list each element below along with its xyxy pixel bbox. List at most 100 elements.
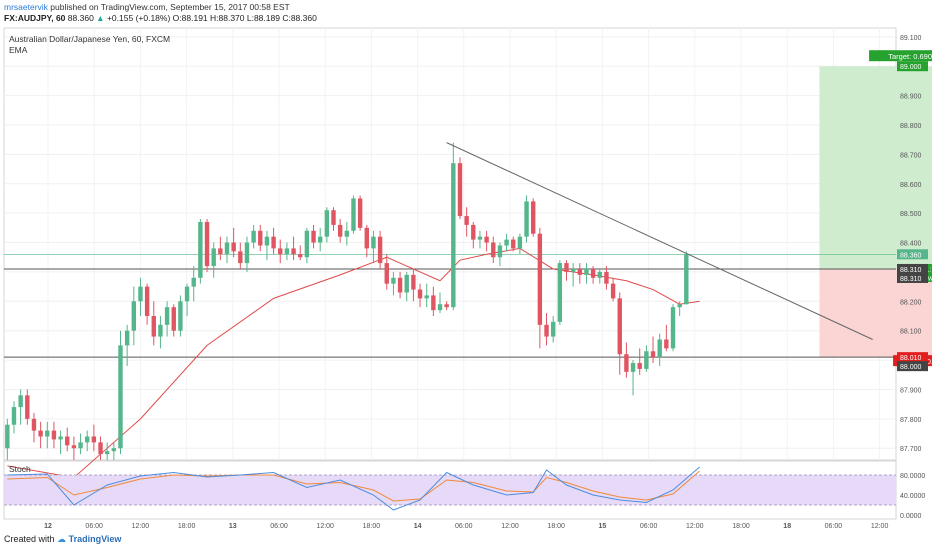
price-tick-label: 88.200 <box>900 299 922 306</box>
entry-price-badge: 88.310 <box>900 276 922 283</box>
candle-body <box>251 230 256 243</box>
stop-zone <box>819 268 932 358</box>
candle-body <box>284 248 290 255</box>
grid <box>4 28 896 460</box>
candle-body <box>577 268 583 275</box>
time-tick-label: 12:00 <box>686 523 704 530</box>
candle-body <box>198 221 203 278</box>
candle-body <box>224 242 230 255</box>
change-arrow-icon: ▲ <box>96 13 105 23</box>
candle-body <box>264 236 270 246</box>
candle-body <box>218 248 223 255</box>
candle-body <box>111 448 117 452</box>
candle-body <box>610 283 616 299</box>
price-tick-label: 88.800 <box>900 123 922 130</box>
candle-body <box>271 236 276 249</box>
stoch-tick-label: 40.0000 <box>900 493 925 500</box>
candle-body <box>98 442 103 455</box>
tradingview-brand[interactable]: TradingView <box>68 534 122 544</box>
candle-body <box>18 395 23 408</box>
time-tick-label: 06:00 <box>455 523 473 530</box>
resistance-price-badge-bg <box>897 263 928 274</box>
price-tick-label: 87.700 <box>900 446 922 453</box>
stoch-k-line <box>7 466 700 511</box>
candle-body <box>25 395 30 419</box>
author-link[interactable]: mrsaetervik <box>4 2 48 12</box>
candle-body <box>377 236 383 264</box>
time-tick-label: 12:00 <box>132 523 150 530</box>
candle-body <box>590 268 596 278</box>
candle-body <box>85 436 90 443</box>
target-price-badge: 89.000 <box>900 64 922 71</box>
target-label: Target: 0.690 (0.78%) 69.0, Amount: 1574… <box>888 52 932 61</box>
candle-body <box>564 263 569 272</box>
candle-body <box>278 248 283 255</box>
candle-body <box>91 436 97 443</box>
candle-body <box>357 198 363 228</box>
symbol-line: FX:AUDJPY, 60 88.360 ▲ +0.155 (+0.18%) O… <box>4 13 317 24</box>
candle-body <box>431 295 436 311</box>
candle-body <box>238 251 243 264</box>
candle-body <box>317 236 323 243</box>
time-tick-label: 18:00 <box>363 523 381 530</box>
candle-body <box>437 304 443 311</box>
price-tick-label: 88.500 <box>900 211 922 218</box>
entry-price-badge-bg <box>897 272 928 283</box>
price-tick-label: 88.100 <box>900 329 922 336</box>
price-pane-frame <box>3 27 897 461</box>
candle-body <box>424 295 429 299</box>
candle-body <box>444 304 449 308</box>
time-tick-label: 12:00 <box>316 523 334 530</box>
price-axis[interactable]: 89.100 89.000 88.900 88.800 88.700 88.600 88.5… <box>897 35 928 520</box>
candle-body <box>184 286 190 302</box>
candle-body <box>664 339 669 349</box>
trendline[interactable] <box>446 142 873 340</box>
position-zones[interactable] <box>819 66 932 358</box>
candle-body <box>298 254 303 258</box>
series-title: Australian Dollar/Japanese Yen, 60, FXCM <box>9 34 170 44</box>
candle-body <box>511 239 516 249</box>
candle-body <box>231 242 236 252</box>
horizontal-levels[interactable] <box>4 253 896 358</box>
time-axis[interactable]: 12 06:00 12:00 18:00 13 06:00 12:00 18:00 14 06:0… <box>44 523 888 530</box>
symbol: FX:AUDJPY, 60 <box>4 13 66 23</box>
candle-body <box>391 277 396 284</box>
candle-body <box>364 227 369 249</box>
time-tick-label: 12:00 <box>871 523 889 530</box>
support-price-badge: 88.000 <box>900 364 922 371</box>
candle-body <box>65 436 70 446</box>
last-price-badge-bg <box>897 249 928 260</box>
candle-body <box>657 339 662 358</box>
candle-body <box>584 268 589 275</box>
candle-body <box>464 216 469 225</box>
candle-body <box>404 274 409 293</box>
price-tick-label: 88.900 <box>900 94 922 101</box>
time-tick-label: 13 <box>229 523 237 530</box>
stoch-d-line <box>7 470 700 502</box>
candle-body <box>5 424 10 449</box>
candle-body <box>78 442 83 449</box>
time-tick-label: 06:00 <box>85 523 103 530</box>
price-tick-label: 89.100 <box>900 35 922 42</box>
candle-body <box>457 163 463 217</box>
candle-body <box>351 198 356 231</box>
candle-body <box>291 248 296 255</box>
candle-body <box>650 351 656 358</box>
candle-body <box>451 163 456 308</box>
candle-body <box>58 436 63 440</box>
candle-body <box>531 201 536 234</box>
candle-body <box>524 201 529 237</box>
published-text: published on TradingView.com, September … <box>47 2 290 12</box>
candle-body <box>550 321 556 337</box>
stop-price-badge-bg <box>897 352 928 363</box>
target-zone <box>819 66 932 269</box>
candle-body <box>164 307 170 325</box>
candle-body <box>118 345 123 449</box>
candle-body <box>171 307 176 331</box>
candle-body <box>11 407 17 425</box>
target-label-bg <box>869 50 932 62</box>
time-tick-label: 12 <box>44 523 52 530</box>
stoch-tick-label: 0.0000 <box>900 513 922 520</box>
candle-body <box>484 236 489 243</box>
